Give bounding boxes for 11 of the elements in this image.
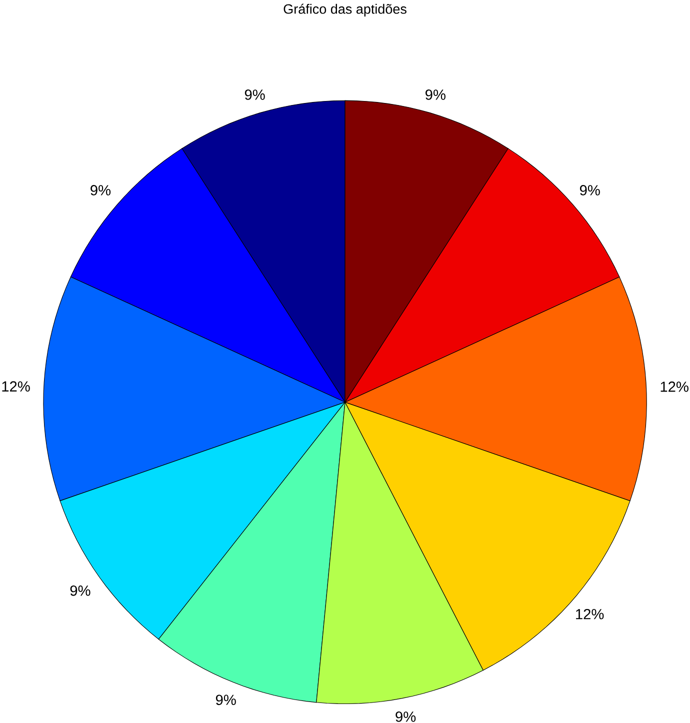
data-label: 9% xyxy=(70,585,90,596)
data-label: 12% xyxy=(660,382,688,392)
data-label: 9% xyxy=(580,185,600,196)
data-label: 9% xyxy=(425,90,446,100)
chart-title: Gráfico das aptidões xyxy=(284,4,406,16)
data-label: 9% xyxy=(244,90,265,100)
data-label: 12% xyxy=(2,381,30,392)
data-label: 9% xyxy=(396,712,416,722)
data-label: 9% xyxy=(216,694,236,706)
data-label: 12% xyxy=(576,608,604,620)
data-label: 9% xyxy=(90,185,111,196)
